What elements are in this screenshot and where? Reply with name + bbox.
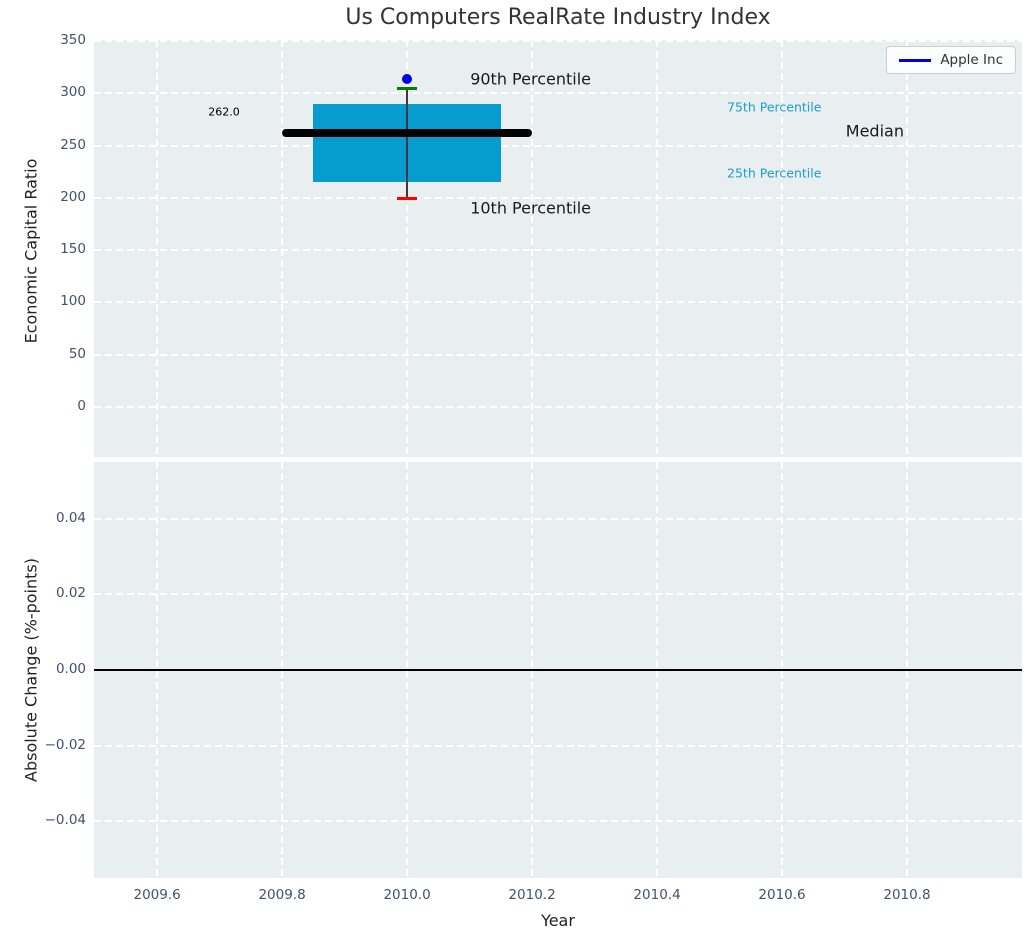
cap-10th-percentile (397, 197, 418, 201)
gridline-vertical (781, 40, 784, 457)
median-line (282, 129, 533, 137)
y-tick-label: 300 (60, 84, 86, 101)
y-tick-label: 150 (60, 241, 86, 258)
x-tick-label: 2010.6 (758, 887, 806, 903)
gridline-vertical (156, 40, 159, 457)
apple-point (402, 73, 413, 84)
gridline-horizontal (94, 144, 1022, 147)
x-tick-label: 2010.4 (633, 887, 681, 903)
x-tick-label: 2009.8 (258, 887, 306, 903)
x-tick-label: 2010.8 (883, 887, 931, 903)
y-tick-label: 250 (60, 136, 86, 153)
y-tick-label: 0.04 (55, 509, 86, 526)
annotation: 90th Percentile (470, 69, 591, 89)
y-axis-label-bottom: Absolute Change (%-points) (21, 558, 41, 782)
gridline-vertical (906, 40, 908, 457)
annotation: Median (845, 121, 904, 141)
gridline-horizontal (94, 744, 1022, 747)
legend-line-swatch (899, 58, 932, 62)
gridline-horizontal (94, 517, 1022, 520)
cap-90th-percentile (397, 86, 418, 90)
annotation: 75th Percentile (727, 99, 822, 115)
chart-title: Us Computers RealRate Industry Index (345, 5, 771, 30)
gridline-vertical (656, 40, 659, 457)
legend-label: Apple Inc (940, 52, 1003, 68)
gridline-vertical (406, 40, 409, 457)
x-tick-label: 2009.6 (133, 887, 181, 903)
y-tick-label: −0.04 (44, 812, 86, 829)
y-tick-label: 0.02 (55, 585, 86, 602)
zero-line (94, 669, 1022, 671)
annotation: 262.0 (208, 105, 240, 119)
whisker-line (406, 88, 408, 199)
y-tick-label: −0.02 (44, 736, 86, 753)
gridline-horizontal (94, 820, 1022, 823)
y-tick-label: 0 (77, 397, 86, 414)
legend: Apple Inc (886, 46, 1016, 74)
annotation: 10th Percentile (470, 198, 591, 218)
gridline-horizontal (94, 249, 1022, 252)
gridline-horizontal (94, 405, 1022, 408)
y-tick-label: 100 (60, 293, 86, 310)
gridline-horizontal (94, 40, 1022, 43)
x-tick-label: 2010.2 (508, 887, 556, 903)
gridline-horizontal (94, 301, 1022, 304)
gridline-horizontal (94, 92, 1022, 95)
gridline-vertical (281, 40, 284, 457)
gridline-horizontal (94, 196, 1022, 199)
gridline-horizontal (94, 353, 1022, 356)
annotation: 25th Percentile (727, 165, 822, 181)
y-tick-label: 50 (68, 345, 86, 362)
y-tick-label: 200 (60, 188, 86, 205)
gridline-vertical (531, 40, 534, 457)
gridline-horizontal (94, 593, 1022, 596)
top-plot-panel (94, 40, 1022, 457)
y-tick-label: 350 (60, 32, 86, 49)
x-axis-label: Year (541, 911, 575, 930)
y-tick-label: 0.00 (55, 661, 86, 677)
y-axis-label-top: Economic Capital Ratio (21, 158, 41, 344)
x-tick-label: 2010.0 (383, 887, 431, 903)
